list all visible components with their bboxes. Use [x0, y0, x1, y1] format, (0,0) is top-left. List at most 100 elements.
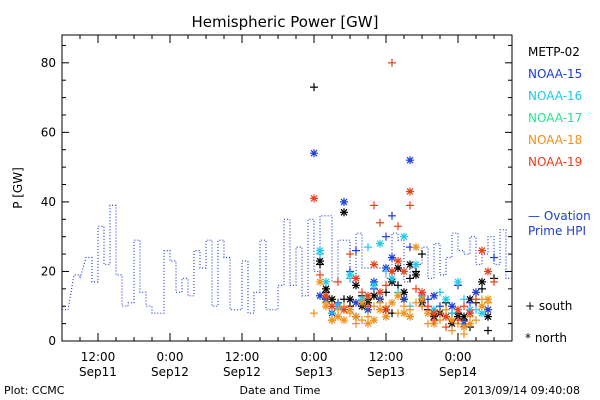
south-marker — [406, 305, 414, 314]
north-marker — [352, 312, 360, 321]
footer-timestamp: 2013/09/14 09:40:08 — [464, 384, 580, 397]
south-marker — [310, 83, 318, 92]
north-marker — [310, 194, 318, 203]
north-marker — [400, 267, 408, 276]
north-marker — [466, 309, 474, 318]
north-marker — [472, 288, 480, 297]
north-marker — [478, 309, 486, 318]
south-marker — [352, 319, 360, 328]
south-marker — [430, 316, 438, 325]
south-marker — [460, 295, 468, 304]
north-marker — [370, 281, 378, 290]
south-marker — [460, 302, 468, 311]
north-marker — [370, 291, 378, 300]
legend-north: * north — [525, 331, 567, 345]
north-marker — [322, 277, 330, 286]
north-marker — [412, 270, 420, 279]
x-tick-date-label: Sep12 — [151, 365, 189, 379]
legend-south: + south — [525, 299, 572, 313]
north-marker — [322, 284, 330, 293]
y-tick-label: 0 — [48, 334, 56, 348]
north-marker — [340, 316, 348, 325]
north-marker — [418, 288, 426, 297]
y-tick-label: 40 — [41, 195, 56, 209]
south-marker — [436, 302, 444, 311]
north-marker — [316, 246, 324, 255]
data-points — [310, 58, 498, 339]
north-marker — [412, 260, 420, 269]
x-tick-time-label: 12:00 — [81, 350, 116, 364]
north-marker — [418, 295, 426, 304]
x-tick-time-label: 0:00 — [445, 350, 472, 364]
y-tick-label: 20 — [41, 264, 56, 278]
legend-entry: METP-02 — [528, 45, 580, 59]
south-marker — [382, 232, 390, 241]
north-marker — [340, 197, 348, 206]
legend: METP-02 NOAA-15 NOAA-16 NOAA-17 NOAA-18 NOAA-… — [528, 45, 582, 169]
y-axis: 0 20 40 60 80 — [41, 44, 512, 348]
y-tick-label: 60 — [41, 125, 56, 139]
south-marker — [406, 274, 414, 283]
north-marker — [454, 305, 462, 314]
south-marker — [346, 250, 354, 259]
north-marker — [406, 156, 414, 165]
north-marker — [406, 187, 414, 196]
x-tick-date-label: Sep11 — [79, 365, 117, 379]
north-marker — [442, 312, 450, 321]
north-marker — [370, 260, 378, 269]
south-marker — [364, 302, 372, 311]
north-marker — [406, 312, 414, 321]
north-marker — [442, 295, 450, 304]
north-marker — [328, 316, 336, 325]
north-marker — [388, 253, 396, 262]
south-marker — [448, 309, 456, 318]
x-tick-date-label: Sep14 — [439, 365, 477, 379]
north-marker — [388, 274, 396, 283]
north-marker — [478, 246, 486, 255]
south-marker — [310, 309, 318, 318]
north-marker — [340, 208, 348, 217]
chart-title: Hemispheric Power [GW] — [192, 13, 379, 31]
south-marker — [484, 326, 492, 335]
north-marker — [448, 302, 456, 311]
x-tick-date-label: Sep12 — [223, 365, 261, 379]
north-marker — [328, 295, 336, 304]
north-marker — [352, 281, 360, 290]
ovation-label-line1: — Ovation — [528, 209, 591, 223]
north-marker — [364, 319, 372, 328]
south-marker — [460, 330, 468, 339]
north-marker — [484, 312, 492, 321]
north-marker — [376, 288, 384, 297]
north-marker — [316, 277, 324, 286]
south-marker — [412, 298, 420, 307]
north-marker — [394, 257, 402, 266]
south-marker — [454, 316, 462, 325]
north-marker — [382, 312, 390, 321]
north-marker — [328, 302, 336, 311]
south-marker — [472, 316, 480, 325]
south-marker — [388, 211, 396, 220]
north-marker — [334, 312, 342, 321]
north-marker — [322, 291, 330, 300]
x-tick-date-label: Sep13 — [295, 365, 333, 379]
north-marker — [388, 298, 396, 307]
y-axis-label: P [GW] — [11, 167, 25, 209]
south-marker — [382, 281, 390, 290]
south-marker — [442, 323, 450, 332]
north-marker — [394, 263, 402, 272]
x-tick-time-label: 0:00 — [301, 350, 328, 364]
plot-frame — [61, 34, 513, 342]
legend-entry: NOAA-17 — [528, 111, 582, 125]
south-marker — [412, 284, 420, 293]
south-marker — [490, 253, 498, 262]
north-marker — [358, 298, 366, 307]
north-marker — [460, 323, 468, 332]
north-marker — [388, 267, 396, 276]
north-marker — [346, 295, 354, 304]
south-marker — [376, 298, 384, 307]
north-marker — [340, 305, 348, 314]
ovation-line — [62, 204, 512, 314]
north-marker — [382, 305, 390, 314]
south-marker — [472, 295, 480, 304]
